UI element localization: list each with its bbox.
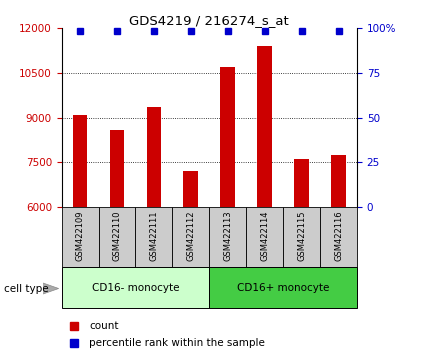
Bar [73, 115, 88, 207]
Bar [283, 207, 320, 267]
Text: GSM422110: GSM422110 [113, 211, 122, 261]
Bar [294, 159, 309, 207]
Text: cell type: cell type [4, 284, 49, 293]
Bar [136, 207, 173, 267]
Text: GSM422112: GSM422112 [186, 211, 196, 261]
Bar [147, 107, 162, 207]
Bar [209, 207, 246, 267]
Text: GSM422116: GSM422116 [334, 211, 343, 261]
Bar [99, 207, 136, 267]
Text: CD16- monocyte: CD16- monocyte [92, 282, 179, 293]
Bar [320, 207, 357, 267]
Text: count: count [89, 321, 119, 331]
Bar [221, 67, 235, 207]
Bar [184, 171, 198, 207]
Text: GSM422111: GSM422111 [150, 211, 159, 261]
Bar [246, 207, 283, 267]
Text: GSM422115: GSM422115 [297, 211, 306, 261]
Text: CD16+ monocyte: CD16+ monocyte [237, 282, 329, 293]
Text: percentile rank within the sample: percentile rank within the sample [89, 338, 265, 348]
Text: GSM422113: GSM422113 [223, 211, 232, 261]
Bar [110, 130, 125, 207]
Bar [209, 267, 357, 308]
Polygon shape [42, 283, 59, 294]
Title: GDS4219 / 216274_s_at: GDS4219 / 216274_s_at [130, 14, 289, 27]
Text: GSM422114: GSM422114 [260, 211, 269, 261]
Bar [173, 207, 209, 267]
Bar [62, 267, 209, 308]
Bar [331, 155, 346, 207]
Text: GSM422109: GSM422109 [76, 211, 85, 261]
Bar [257, 46, 272, 207]
Bar [62, 207, 99, 267]
